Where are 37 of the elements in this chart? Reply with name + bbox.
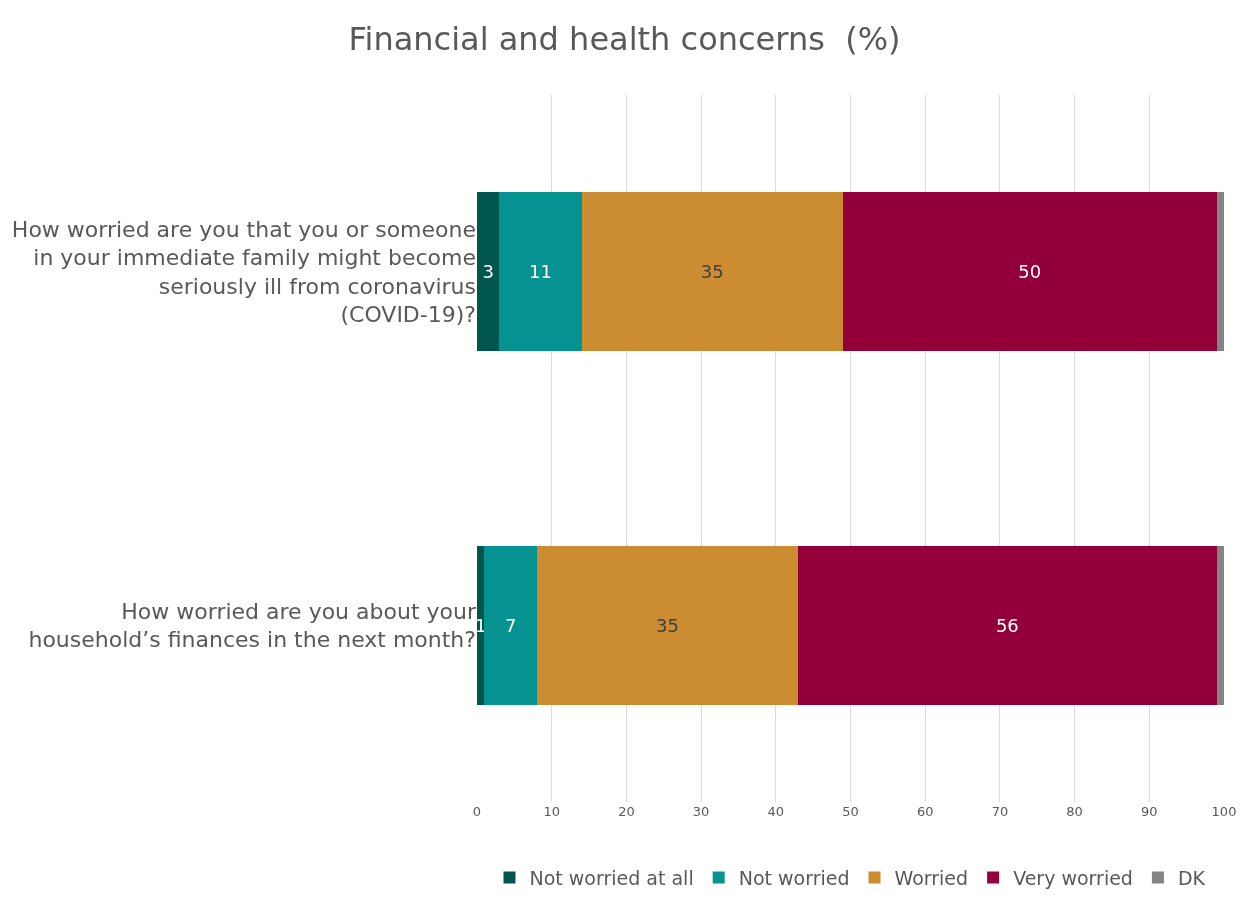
- data-label: 56: [995, 614, 1019, 636]
- legend-label: Worried: [894, 866, 969, 889]
- bar: [484, 545, 537, 705]
- bar: [1216, 545, 1224, 705]
- legend-label: Not worried at all: [529, 866, 694, 889]
- legend-label: Not worried: [738, 866, 850, 889]
- x-tick-label: 100: [1211, 804, 1237, 819]
- data-label: 1: [475, 614, 487, 636]
- data-label: 35: [700, 261, 724, 283]
- x-tick-label: 60: [916, 804, 934, 819]
- x-tick-label: 80: [1066, 804, 1083, 819]
- x-tick-label: 40: [767, 804, 785, 819]
- y-tick-label: How worried are you about your household’s finances in the next month?: [28, 598, 477, 653]
- data-label: 11: [529, 261, 552, 283]
- x-tick-label: 50: [842, 804, 859, 819]
- legend-label: DK: [1177, 866, 1206, 889]
- data-label: 7: [504, 614, 517, 636]
- bar: [798, 545, 1217, 705]
- bar: [477, 192, 500, 352]
- x-tick-label: 0: [472, 804, 482, 819]
- x-tick-label: 20: [618, 804, 635, 819]
- data-label: 3: [482, 261, 494, 283]
- x-tick-label: 30: [692, 804, 710, 819]
- bar: [536, 545, 799, 705]
- y-tick-label: How worried are you that you or someone in your immediate family might become seriously ill from coronavirus (COVID-19)?: [11, 216, 476, 328]
- x-tick-label: 70: [991, 804, 1009, 819]
- x-tick-label: 90: [1141, 804, 1158, 819]
- data-label: 50: [1018, 261, 1042, 283]
- bar: [1216, 192, 1224, 352]
- data-label: 35: [656, 614, 679, 636]
- bar: [843, 192, 1217, 352]
- bar: [477, 545, 485, 705]
- bar: [499, 192, 582, 352]
- x-tick-label: 10: [543, 804, 560, 819]
- chart-title: Financial and health concerns (%): [348, 19, 901, 58]
- legend-label: Very worried: [1013, 866, 1133, 889]
- bar: [581, 192, 844, 352]
